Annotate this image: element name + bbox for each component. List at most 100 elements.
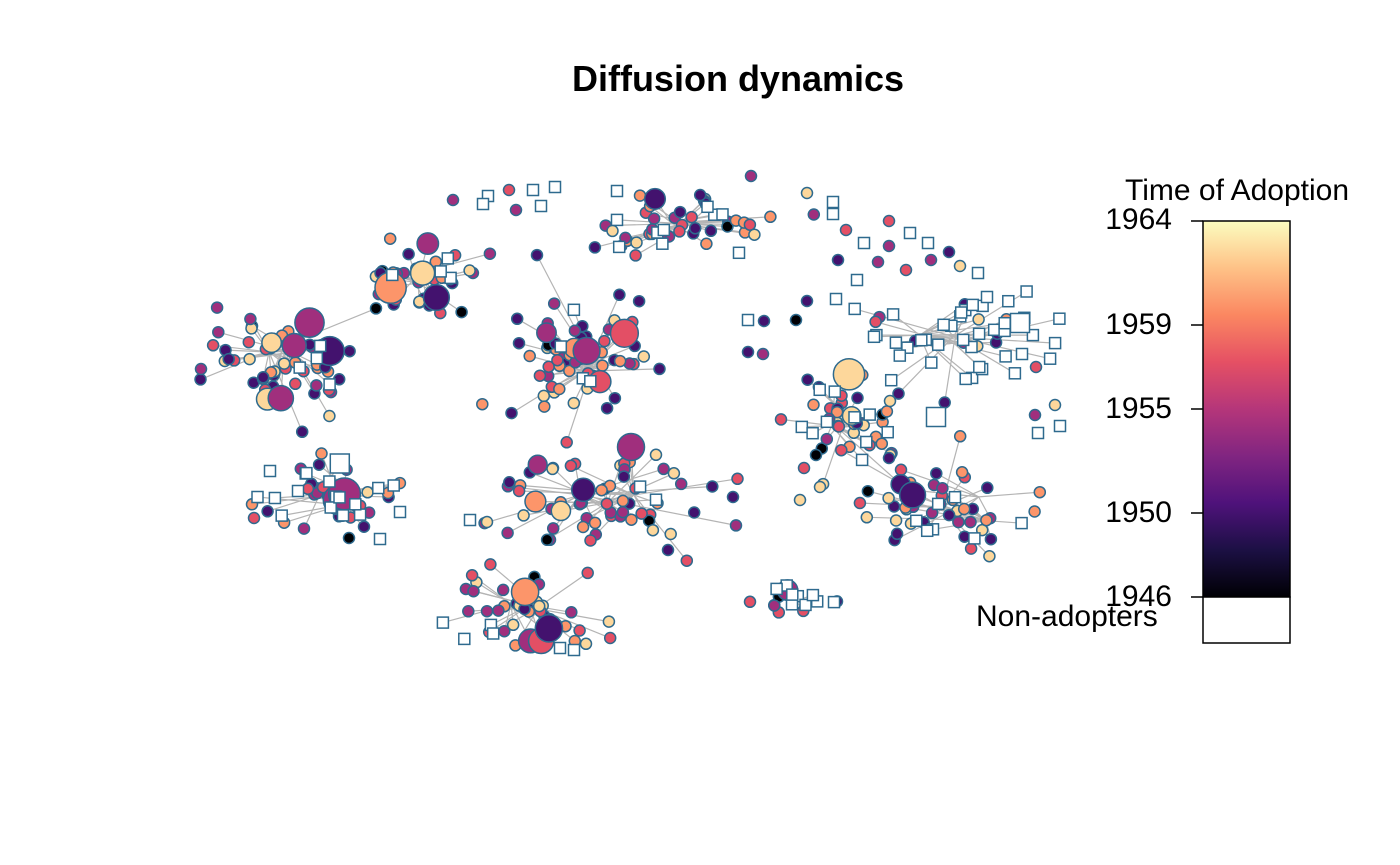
- adopter-node: [880, 405, 894, 418]
- adopter-node: [581, 566, 594, 580]
- non-adopter-node: [486, 627, 500, 640]
- adopter-node: [630, 236, 643, 249]
- non-adopter-node: [931, 338, 945, 351]
- adopter-node: [595, 483, 608, 497]
- adopter-node: [731, 472, 744, 486]
- adopter-node: [568, 324, 582, 337]
- adopter-node: [637, 350, 651, 363]
- non-adopter-node: [657, 223, 671, 237]
- adopter-node: [839, 223, 853, 237]
- adopter-node: [297, 522, 311, 535]
- adopter-node: [748, 228, 761, 241]
- adopter-node: [800, 186, 814, 200]
- adopter-node: [800, 294, 814, 308]
- adopter-node: [809, 448, 823, 462]
- adopter-node: [875, 437, 889, 450]
- non-adopter-node: [920, 524, 934, 538]
- non-adopter-node: [701, 200, 714, 214]
- non-adopter-node: [806, 588, 820, 602]
- adopter-node: [625, 513, 638, 526]
- non-adopter-node: [956, 333, 970, 347]
- adopter-node: [476, 397, 489, 411]
- adopter-node: [813, 480, 827, 494]
- adopter-node: [700, 237, 713, 251]
- adopter-node: [704, 224, 718, 238]
- legend-title: Time of Adoption: [1125, 174, 1350, 207]
- adopter-node: [492, 604, 505, 617]
- adopter-node: [483, 247, 497, 260]
- adopter-node: [565, 606, 578, 619]
- adopter-node: [502, 183, 516, 197]
- adopter-node: [793, 493, 807, 507]
- adopter-node: [584, 534, 597, 547]
- adopter-node: [409, 260, 436, 286]
- non-adopter-node: [806, 426, 819, 440]
- non-adopter-node: [973, 360, 986, 374]
- adopter-node: [323, 409, 336, 423]
- adopter-node: [588, 516, 602, 530]
- plot-title: Diffusion dynamics: [571, 58, 905, 99]
- non-adopter-node: [1015, 516, 1028, 530]
- adopter-node: [942, 245, 956, 259]
- adopter-node: [538, 400, 551, 413]
- adopter-node: [633, 189, 647, 202]
- network-edge: [978, 491, 1040, 498]
- adopter-node: [501, 526, 514, 540]
- adopter-node: [673, 225, 686, 238]
- non-adopter-node: [786, 588, 799, 601]
- adopter-node: [509, 203, 523, 217]
- network-nodes: [194, 169, 1067, 657]
- adopter-node: [616, 505, 630, 519]
- adopter-node: [261, 332, 283, 354]
- non-adopter-node: [372, 481, 385, 495]
- adopter-node: [613, 354, 627, 368]
- non-adopter-node: [863, 408, 876, 421]
- adopter-node: [295, 425, 309, 439]
- legend-color-bar: [1202, 220, 1291, 598]
- network-edge: [218, 331, 293, 354]
- non-adopter-node: [323, 475, 336, 488]
- adopter-node: [673, 205, 687, 219]
- non-adopter-node: [300, 466, 313, 480]
- non-adopter-node: [268, 491, 282, 505]
- adopter-node: [512, 336, 526, 350]
- adopter-node: [310, 379, 323, 392]
- adopter-node: [506, 618, 520, 632]
- adopter-node: [972, 313, 985, 326]
- adopter-node: [446, 193, 460, 207]
- adopter-node: [661, 543, 675, 557]
- adopter-node: [244, 312, 257, 326]
- adopter-node: [564, 459, 578, 473]
- adopter-node: [1028, 408, 1042, 422]
- adopter-node: [369, 302, 383, 315]
- adopter-node: [964, 542, 978, 555]
- adopter-node: [647, 212, 661, 225]
- non-adopter-node: [548, 180, 562, 194]
- non-adopter-node: [291, 484, 305, 498]
- adopter-node: [465, 569, 479, 582]
- adopter-node: [550, 500, 572, 522]
- adopter-node: [267, 384, 295, 412]
- adopter-node: [664, 527, 677, 541]
- adopter-node: [831, 253, 845, 267]
- non-adopter-node: [925, 406, 947, 428]
- non-adopter-node: [826, 207, 840, 221]
- non-adopter-node: [999, 350, 1012, 363]
- adopter-node: [243, 352, 256, 366]
- non-adopter-node: [987, 323, 1001, 337]
- non-adopter-node: [567, 303, 581, 317]
- adopter-node: [533, 369, 547, 382]
- adopter-node: [294, 307, 325, 338]
- adopter-node: [851, 391, 864, 405]
- adopter-node: [861, 484, 875, 498]
- non-adopter-node: [770, 582, 783, 596]
- adopter-node: [609, 318, 640, 348]
- adopter-node: [756, 347, 770, 361]
- non-adopter-node: [323, 378, 336, 391]
- adopter-node: [667, 467, 681, 480]
- adopter-node: [547, 297, 561, 310]
- network-edge: [570, 465, 635, 496]
- non-adopter-node: [1053, 419, 1067, 433]
- adopter-node: [882, 451, 896, 465]
